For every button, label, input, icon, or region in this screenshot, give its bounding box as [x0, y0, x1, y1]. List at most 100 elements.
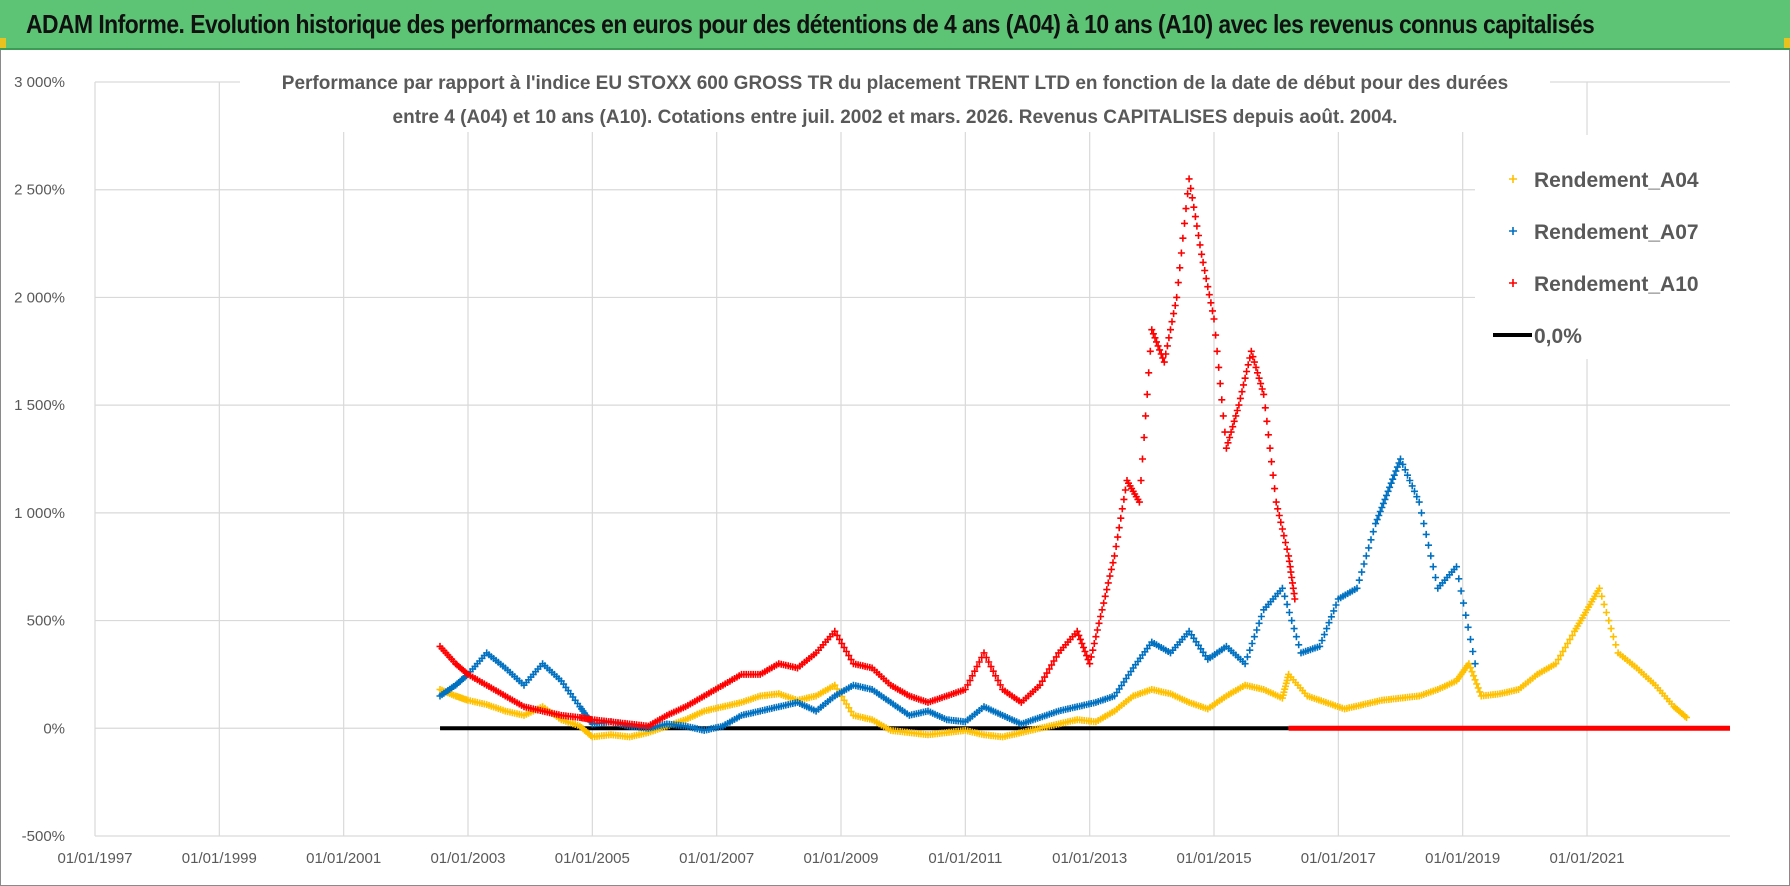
x-tick-label: 01/01/1999 [182, 850, 257, 867]
data-point [1418, 509, 1425, 517]
data-point [971, 667, 979, 675]
data-point [1243, 653, 1251, 661]
series-rendement-a04 [436, 584, 1690, 741]
series-rendement-a10 [436, 175, 1299, 730]
data-point [1083, 652, 1091, 660]
data-point [1292, 633, 1300, 641]
data-point [1043, 669, 1051, 677]
data-point [1367, 536, 1375, 544]
data-point [1221, 428, 1229, 436]
x-tick-label: 01/01/1997 [57, 850, 132, 867]
data-point [1255, 374, 1263, 382]
data-point [1327, 613, 1335, 621]
data-point [1557, 652, 1565, 660]
legend-label: Rendement_A10 [1534, 273, 1699, 296]
data-point [1222, 444, 1230, 452]
data-point [1185, 175, 1193, 183]
data-point [1285, 609, 1293, 616]
legend-item: 0,0% [1493, 325, 1582, 348]
data-point [1291, 595, 1299, 603]
data-point [1260, 390, 1268, 398]
data-point [1332, 601, 1340, 609]
data-point [1101, 592, 1109, 600]
data-point [1080, 644, 1087, 651]
data-point [1427, 552, 1435, 560]
data-point [1429, 563, 1437, 571]
data-point [1095, 619, 1103, 627]
data-point [1146, 347, 1154, 355]
data-point [842, 648, 850, 655]
data-point [1149, 330, 1157, 338]
data-point [831, 627, 839, 635]
x-tick-label: 01/01/2007 [679, 850, 754, 867]
data-point [1471, 660, 1479, 668]
data-point [1383, 491, 1390, 499]
data-point [1162, 350, 1170, 358]
x-tick-labels: 01/01/1997 01/01/1999 01/01/2001 01/01/2003… [57, 850, 1624, 867]
data-point [1115, 524, 1123, 532]
data-point [1038, 677, 1046, 685]
data-point [1372, 520, 1380, 528]
data-point [842, 700, 850, 708]
data-point [1271, 485, 1279, 493]
data-point [1137, 477, 1145, 484]
data-point [1413, 493, 1421, 501]
data-point [1375, 512, 1383, 519]
data-point [1216, 380, 1224, 388]
chart-subtitle-line-2: entre 4 (A04) et 10 ans (A10). Cotations… [393, 107, 1398, 128]
data-point [1190, 203, 1198, 211]
data-point [1139, 455, 1146, 463]
data-point [1453, 563, 1460, 571]
data-point [1393, 463, 1401, 471]
data-point [1609, 633, 1617, 641]
data-point [985, 658, 993, 666]
data-point [840, 644, 848, 651]
data-point [1457, 587, 1465, 595]
data-point [1386, 483, 1394, 491]
data-point [1078, 640, 1086, 647]
data-point [847, 656, 855, 664]
data-point [1422, 530, 1430, 538]
data-point [1109, 559, 1117, 567]
data-point [1114, 533, 1122, 541]
data-point [1360, 560, 1368, 568]
data-point [1263, 417, 1271, 425]
data-point [1595, 584, 1603, 592]
y-tick-label: 2 500% [14, 182, 65, 199]
data-point [1249, 353, 1257, 361]
data-point [1171, 302, 1179, 309]
header-corner-right [1784, 38, 1790, 48]
data-point [1379, 499, 1387, 507]
data-point [994, 676, 1002, 684]
data-point [1369, 528, 1377, 536]
data-point [1050, 657, 1058, 665]
data-point [1250, 633, 1258, 641]
data-point [1232, 412, 1240, 420]
data-point [1187, 184, 1195, 192]
data-point [966, 676, 974, 684]
data-point [1362, 552, 1370, 560]
x-tick-label: 01/01/2019 [1425, 850, 1500, 867]
data-point [1468, 668, 1476, 676]
data-point [1278, 584, 1286, 592]
data-point [1153, 338, 1160, 346]
data-point [968, 672, 976, 680]
legend-label: 0,0% [1534, 325, 1582, 348]
data-point [1052, 653, 1060, 661]
data-point [1111, 552, 1118, 560]
series-rendement-a07 [436, 455, 1479, 734]
data-point [1213, 347, 1221, 355]
legend-item: Rendement_A10 [1509, 273, 1699, 296]
data-point [1378, 504, 1386, 511]
legend-label: Rendement_A04 [1534, 169, 1699, 192]
data-point [1048, 661, 1056, 669]
data-point [1097, 613, 1105, 620]
data-point [1266, 444, 1274, 452]
data-point [1089, 646, 1097, 654]
data-point [1163, 342, 1171, 350]
data-point [1244, 361, 1252, 369]
data-point [1207, 299, 1215, 307]
data-point [1165, 334, 1173, 342]
data-point [1612, 641, 1620, 649]
